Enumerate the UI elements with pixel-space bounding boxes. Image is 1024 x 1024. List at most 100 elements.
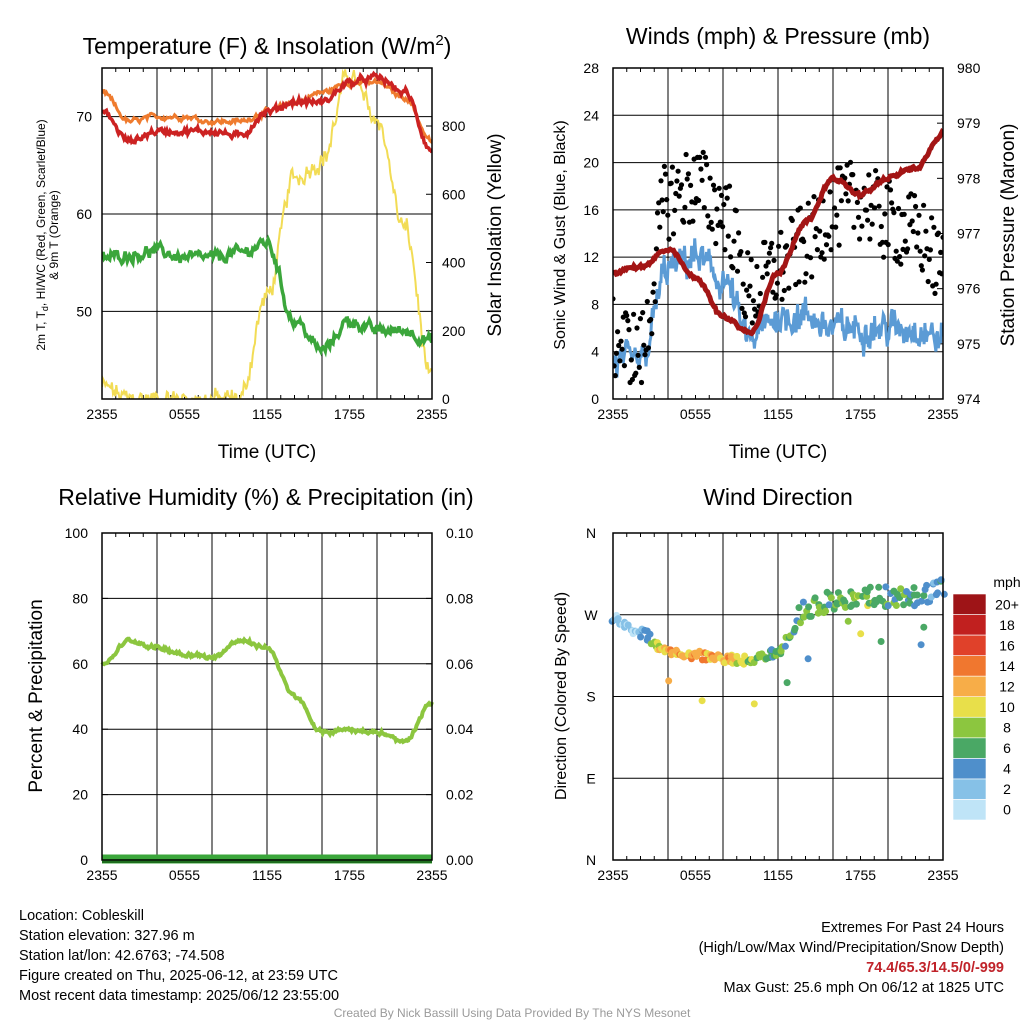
gust-point [885, 242, 891, 248]
gust-point [921, 202, 927, 208]
temp-ytick-label: 70 [76, 109, 92, 125]
direction-point [805, 603, 813, 611]
direction-point [825, 601, 833, 609]
pressure-line [613, 127, 943, 337]
wind-right-ytick-label: 976 [957, 281, 981, 297]
gust-point [690, 218, 696, 224]
gust-point [814, 247, 821, 253]
gust-point [740, 281, 746, 287]
gust-point [657, 224, 663, 230]
gust-point [771, 257, 777, 263]
wind-ytick-label: 8 [591, 296, 599, 312]
rh-right-ytick-label: 0.04 [446, 721, 473, 737]
gust-point [681, 219, 687, 225]
gust-point [762, 239, 768, 245]
gust-point [701, 205, 707, 211]
gust-point [674, 178, 680, 184]
gust-point [734, 268, 741, 274]
direction-point [791, 624, 799, 632]
gust-point [917, 248, 923, 254]
gust-point [882, 211, 888, 217]
gust-point [925, 278, 931, 285]
direction-point [841, 598, 849, 606]
temperature-panel: 50 60 70 0 200 400 600 800 2355 0555 1155 1755 2355 [76, 67, 466, 422]
dir-ytick-label: S [586, 689, 595, 705]
gust-point [717, 219, 723, 225]
figure-created: Figure created on Thu, 2025-06-12, at 23… [19, 968, 338, 984]
temp-right-ytick-label: 600 [442, 186, 466, 202]
gust-point [728, 254, 734, 260]
station-elevation: Station elevation: 327.96 m [19, 928, 195, 944]
direction-point [804, 655, 812, 663]
direction-point [910, 584, 918, 592]
wind-ytick-label: 12 [583, 249, 599, 265]
gust-point [854, 199, 861, 205]
colorbar-swatch [952, 758, 987, 780]
gust-point [809, 274, 815, 280]
direction-point [934, 589, 942, 597]
gust-point [753, 313, 759, 319]
gust-point [797, 205, 803, 211]
gust-point [714, 206, 720, 212]
colorbar-label: 16 [999, 637, 1015, 653]
direction-point [857, 630, 865, 638]
wind-ytick-label: 16 [583, 202, 599, 218]
gust-point [929, 215, 935, 221]
direction-point [866, 583, 874, 591]
gust-point [803, 271, 809, 277]
gust-point [915, 230, 921, 236]
wind-ytick-label: 0 [591, 391, 599, 407]
direction-point [877, 638, 885, 645]
direction-point [884, 602, 892, 610]
temp-right-ytick-label: 0 [442, 391, 450, 407]
winds-panel-title: Winds (mph) & Pressure (mb) [626, 23, 930, 49]
gust-point [708, 219, 714, 225]
gust-point [651, 281, 657, 287]
gust-point [722, 247, 728, 253]
direction-point [795, 604, 803, 612]
gust-point [662, 171, 669, 177]
gust-point [710, 182, 717, 188]
direction-point [920, 623, 928, 631]
gust-point [893, 248, 899, 254]
temperature-left-ylabel: 2m T, Td, HI/WC (Red, Green, Scarlet/Blu… [34, 119, 50, 350]
rh-right-ytick-label: 0.10 [446, 525, 473, 541]
gust-point [770, 289, 776, 295]
gust-point [700, 149, 706, 155]
temp-xtick-label: 2355 [416, 406, 447, 422]
gust-point [615, 329, 621, 335]
wind-xtick-label: 0555 [680, 406, 711, 422]
gust-point [654, 210, 661, 216]
gust-point [746, 293, 752, 299]
gust-point [768, 245, 774, 251]
temp-xtick-label: 1755 [334, 406, 365, 422]
gust-point [914, 244, 920, 250]
direction-point [875, 583, 883, 591]
wind-xtick-label: 2355 [927, 406, 958, 422]
gust-point [931, 224, 937, 230]
recent-timestamp: Most recent data timestamp: 2025/06/12 2… [19, 988, 340, 1004]
direction-point [750, 700, 758, 708]
direction-point [841, 603, 849, 611]
colorbar-label: 2 [1003, 781, 1011, 797]
colorbar-label: 10 [999, 699, 1015, 715]
gust-point [802, 279, 808, 285]
gust-point [834, 212, 840, 218]
credit-line: Created By Nick Bassill Using Data Provi… [333, 1006, 691, 1020]
gust-point [939, 271, 943, 277]
direction-point [844, 617, 852, 625]
gust-point [837, 165, 843, 171]
rh-xtick-label: 1755 [334, 867, 365, 883]
temperature-left-ylabel-2: & 9m T (Orange) [47, 190, 61, 280]
dir-ytick-label: E [586, 770, 595, 786]
colorbar-label: 8 [1003, 720, 1011, 736]
gust-point [901, 211, 907, 217]
gust-point [881, 254, 887, 260]
winds-left-ylabel: Sonic Wind & Gust (Blue, Black) [552, 120, 569, 349]
rh-xtick-label: 0555 [169, 867, 200, 883]
gust-point [626, 327, 632, 333]
gust-point [624, 312, 630, 319]
gust-point [855, 214, 862, 220]
colorbar-label: 20+ [995, 596, 1019, 612]
